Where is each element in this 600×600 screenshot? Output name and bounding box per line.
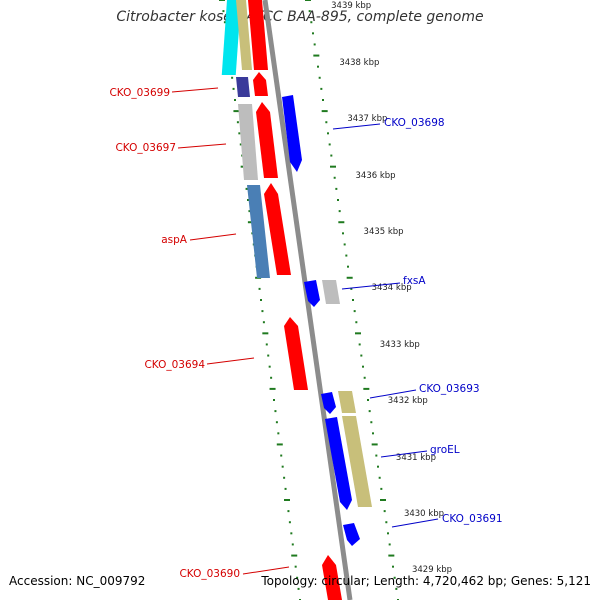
kbp-label: 3436 kbp xyxy=(356,171,396,181)
right-tick-row xyxy=(305,0,399,600)
kbp-scale: 3439 kbp 3438 kbp 3437 kbp 3436 kbp 3435 kbp… xyxy=(331,1,452,575)
gene-callouts: CKO_03699 CKO_03697 aspA CKO_03694 CKO_0… xyxy=(109,87,502,580)
gene-cko-03693-blue[interactable] xyxy=(321,392,336,414)
gene-label-cko-03699[interactable]: CKO_03699 xyxy=(109,87,170,99)
gene-groEL-blue[interactable] xyxy=(325,417,352,510)
gene-fxsA-blue[interactable] xyxy=(304,280,320,307)
callout-line xyxy=(242,566,290,575)
callout-line xyxy=(171,87,219,93)
callout-line xyxy=(206,357,255,365)
gene-fxsA[interactable] xyxy=(322,280,340,304)
callout-line xyxy=(177,143,227,149)
gene-cyan[interactable] xyxy=(221,0,241,75)
gene-red-aspA-pair[interactable] xyxy=(264,183,291,275)
kbp-label: 3439 kbp xyxy=(331,1,371,11)
gene-cko-03693[interactable] xyxy=(338,391,356,413)
callout-line xyxy=(332,123,381,130)
gene-aspA[interactable] xyxy=(247,185,270,278)
gene-cko-03690[interactable] xyxy=(322,555,342,600)
kbp-label: 3433 kbp xyxy=(380,340,420,350)
gene-label-groEL[interactable]: groEL xyxy=(430,444,460,456)
reverse-strand-genes xyxy=(282,95,372,546)
kbp-label: 3437 kbp xyxy=(347,114,387,124)
kbp-label: 3438 kbp xyxy=(339,58,379,68)
forward-strand-genes xyxy=(221,0,342,600)
kbp-label: 3434 kbp xyxy=(372,283,412,293)
gene-label-cko-03694[interactable]: CKO_03694 xyxy=(144,359,205,371)
callout-line xyxy=(369,389,417,399)
gene-label-cko-03690[interactable]: CKO_03690 xyxy=(179,568,240,580)
callout-line xyxy=(189,233,237,241)
map-title: Citrobacter koseri ATCC BAA-895, complet… xyxy=(116,9,484,25)
gene-cko-03691[interactable] xyxy=(343,523,360,546)
summary-label: Topology: circular; Length: 4,720,462 bp… xyxy=(261,574,591,588)
kbp-label: 3435 kbp xyxy=(364,227,404,237)
gene-cko-03697[interactable] xyxy=(238,104,258,180)
gene-red-mid[interactable] xyxy=(256,102,278,178)
gene-label-cko-03698[interactable]: CKO_03698 xyxy=(384,117,445,129)
kbp-label: 3431 kbp xyxy=(396,453,436,463)
gene-label-cko-03693[interactable]: CKO_03693 xyxy=(419,383,480,395)
accession-label: Accession: NC_009792 xyxy=(9,574,146,588)
kbp-label: 3429 kbp xyxy=(412,565,452,575)
gene-red-small[interactable] xyxy=(253,72,268,96)
gene-label-fxsA[interactable]: fxsA xyxy=(403,275,426,287)
gene-cko-03694[interactable] xyxy=(284,317,308,390)
callout-line xyxy=(380,450,428,458)
gene-red-top[interactable] xyxy=(248,0,268,70)
kbp-label: 3432 kbp xyxy=(388,396,428,406)
gene-label-cko-03697[interactable]: CKO_03697 xyxy=(115,142,176,154)
gene-cko-03699[interactable] xyxy=(236,77,250,97)
kbp-label: 3430 kbp xyxy=(404,509,444,519)
callout-line xyxy=(341,282,401,290)
gene-groEL[interactable] xyxy=(342,416,372,507)
callout-line xyxy=(391,518,439,528)
gene-label-cko-03691[interactable]: CKO_03691 xyxy=(442,513,503,525)
genome-backbone xyxy=(262,0,353,600)
gene-cko-03698[interactable] xyxy=(282,95,302,172)
gene-olive-top[interactable] xyxy=(236,0,252,70)
gene-label-aspA[interactable]: aspA xyxy=(161,234,188,246)
